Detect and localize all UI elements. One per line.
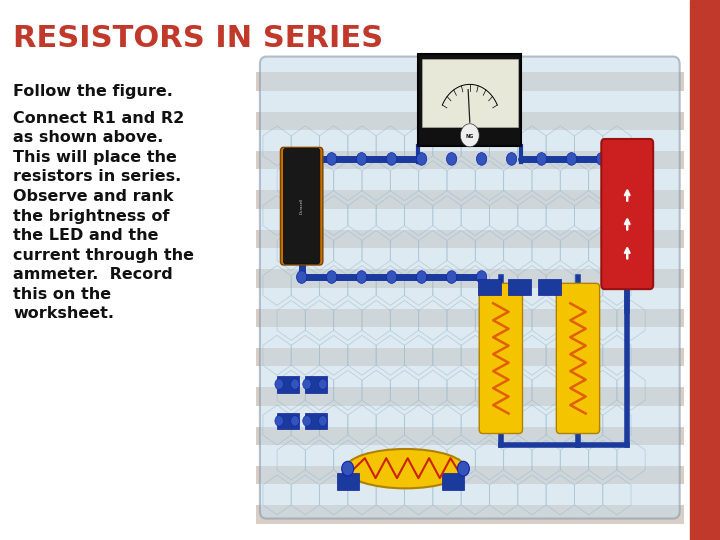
Text: Follow the figure.: Follow the figure. — [13, 84, 173, 99]
Bar — [256, 151, 684, 170]
Bar — [256, 387, 684, 406]
Circle shape — [297, 271, 307, 284]
Circle shape — [275, 416, 284, 426]
Circle shape — [356, 271, 366, 284]
Bar — [256, 427, 684, 445]
Circle shape — [626, 153, 636, 165]
Circle shape — [536, 153, 546, 165]
Circle shape — [297, 153, 307, 165]
Text: Connect R1 and R2
as shown above.
This will place the
resistors in series.
Obser: Connect R1 and R2 as shown above. This w… — [13, 111, 194, 321]
Bar — [256, 466, 684, 484]
FancyBboxPatch shape — [260, 57, 680, 518]
Bar — [256, 72, 684, 91]
Text: NG: NG — [466, 134, 474, 139]
Circle shape — [291, 379, 300, 389]
Circle shape — [302, 416, 311, 426]
Bar — [256, 269, 684, 287]
Bar — [256, 191, 684, 209]
Circle shape — [460, 124, 480, 147]
Circle shape — [342, 461, 354, 476]
Text: RESISTORS IN SERIES: RESISTORS IN SERIES — [13, 24, 383, 53]
Bar — [277, 376, 300, 393]
Circle shape — [318, 416, 327, 426]
Bar — [256, 505, 684, 524]
Bar — [478, 279, 500, 295]
Circle shape — [318, 379, 327, 389]
Bar — [256, 348, 684, 366]
Bar — [277, 413, 300, 429]
Bar — [418, 54, 521, 146]
Bar — [256, 230, 684, 248]
Circle shape — [326, 271, 337, 284]
Bar — [690, 0, 720, 540]
Circle shape — [446, 153, 456, 165]
Circle shape — [291, 416, 300, 426]
Circle shape — [416, 153, 427, 165]
Ellipse shape — [346, 449, 466, 488]
Circle shape — [326, 153, 337, 165]
Bar — [337, 473, 359, 490]
Circle shape — [416, 271, 427, 284]
Circle shape — [302, 379, 311, 389]
Bar — [305, 413, 327, 429]
Circle shape — [446, 271, 456, 284]
Circle shape — [275, 379, 284, 389]
FancyBboxPatch shape — [601, 139, 653, 289]
Bar — [422, 59, 518, 127]
Bar — [442, 473, 464, 490]
Circle shape — [477, 271, 487, 284]
FancyBboxPatch shape — [480, 284, 523, 434]
Circle shape — [387, 153, 397, 165]
Circle shape — [567, 153, 577, 165]
Circle shape — [596, 153, 607, 165]
Bar — [508, 279, 531, 295]
Circle shape — [506, 153, 517, 165]
Bar — [539, 279, 561, 295]
Bar — [256, 112, 684, 130]
Circle shape — [457, 461, 469, 476]
Circle shape — [356, 153, 366, 165]
FancyBboxPatch shape — [557, 284, 600, 434]
Circle shape — [477, 153, 487, 165]
Bar — [256, 308, 684, 327]
Bar — [305, 376, 327, 393]
FancyBboxPatch shape — [281, 147, 323, 265]
FancyBboxPatch shape — [284, 148, 320, 264]
Text: Duracell: Duracell — [300, 198, 304, 214]
Circle shape — [387, 271, 397, 284]
